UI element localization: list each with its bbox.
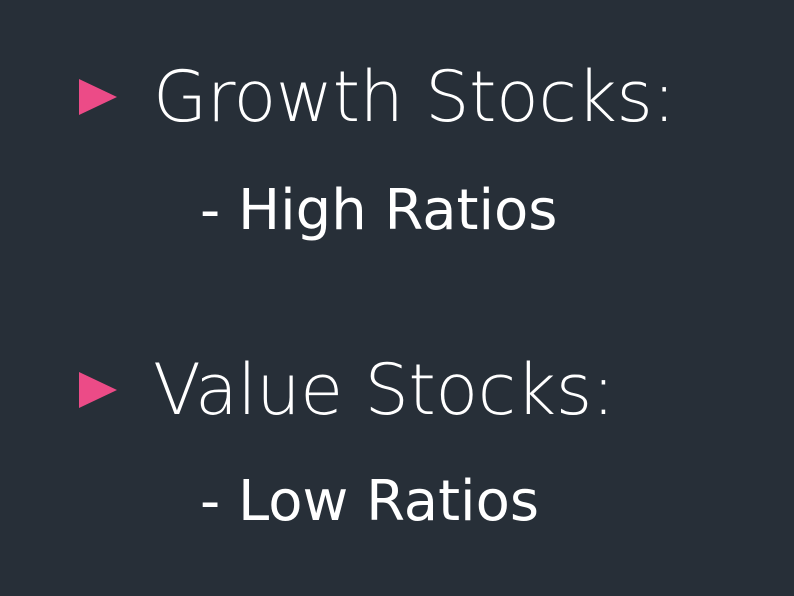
- triangle-right-icon: [79, 372, 117, 408]
- bullet-detail: - Low Ratios: [200, 469, 540, 534]
- bullet-growth-stocks: Growth Stocks:: [0, 52, 794, 142]
- bullet-heading: Growth Stocks:: [153, 56, 676, 138]
- triangle-right-icon: [79, 79, 117, 115]
- bullet-heading: Value Stocks:: [153, 349, 615, 431]
- bullet-value-stocks: Value Stocks:: [0, 345, 794, 435]
- bullet-detail: - High Ratios: [200, 178, 558, 243]
